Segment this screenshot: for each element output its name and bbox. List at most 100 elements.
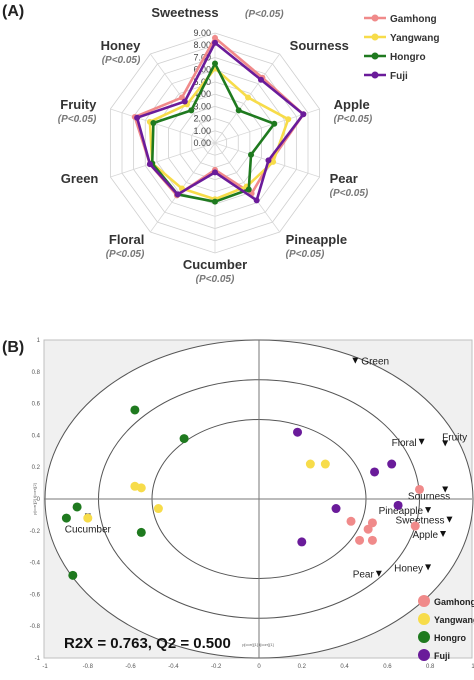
radar-chart: 0.001.002.003.004.005.006.007.008.009.00… <box>58 5 373 285</box>
radar-tick-label: 3.00 <box>193 101 211 111</box>
sample-point-yangwang <box>305 459 315 469</box>
radar-point-yangwang <box>285 116 292 123</box>
x-tick-label: 0.6 <box>383 664 392 670</box>
x-tick-label: 0.2 <box>298 664 307 670</box>
y-tick-label: 0.8 <box>32 370 41 376</box>
x-tick-label: -0.8 <box>83 664 94 670</box>
legend-label-gamhong: Gamhong <box>434 597 474 607</box>
loading-label: Honey <box>394 563 423 574</box>
loading-marker <box>446 516 453 523</box>
loading-marker <box>352 357 359 364</box>
loading-marker <box>440 530 447 537</box>
radar-point-hongro <box>150 119 157 126</box>
radar-axis-label: Pineapple <box>286 232 347 247</box>
radar-axis-label: Fruity <box>60 97 97 112</box>
sample-point-yangwang <box>83 513 93 523</box>
x-tick-label: -0.4 <box>168 664 179 670</box>
legend-marker-hongro <box>418 631 430 643</box>
legend-label-hongro: Hongro <box>390 52 426 63</box>
radar-point-fuji <box>265 157 272 164</box>
sample-point-fuji <box>370 467 380 477</box>
radar-point-fuji <box>212 169 218 176</box>
loading-label: Pineapple <box>379 506 424 517</box>
y-tick-label: 0.4 <box>32 433 41 439</box>
x-tick-label: 0.4 <box>340 664 349 670</box>
legend-marker-fuji <box>371 71 379 79</box>
radar-tick-label: 9.00 <box>193 28 211 38</box>
sample-point-hongro <box>61 513 71 523</box>
radar-point-fuji <box>174 191 181 198</box>
radar-tick-label: 7.00 <box>193 52 211 62</box>
legend-label-fuji: Fuji <box>434 651 450 661</box>
radar-axis-note: (P<0.05) <box>106 249 145 260</box>
radar-point-hongro <box>212 198 218 205</box>
legend-label-hongro: Hongro <box>434 633 466 643</box>
panel-b-label: (B) <box>2 339 24 356</box>
loading-label: Sourness <box>408 491 450 502</box>
radar-tick-label: 2.00 <box>193 114 211 124</box>
legend-marker-hongro <box>371 52 379 60</box>
sample-point-yangwang <box>153 504 163 514</box>
radar-axis-note: (P<0.05) <box>330 188 369 199</box>
legend-label-yangwang: Yangwang <box>390 33 439 44</box>
x-tick-label: -0.6 <box>125 664 136 670</box>
x-tick-label: 0.8 <box>426 664 435 670</box>
radar-axis-label: Pear <box>330 171 358 186</box>
radar-axis-note: (P<0.05) <box>196 274 235 285</box>
radar-axis-label: Sourness <box>290 38 349 53</box>
radar-point-fuji <box>181 98 188 105</box>
y-tick-label: 1 <box>37 338 41 344</box>
radar-point-hongro <box>212 60 218 67</box>
radar-axis-label: Sweetness <box>151 5 218 20</box>
legend-marker-gamhong <box>371 14 379 22</box>
loading-label: Green <box>361 357 389 368</box>
loading-label: Apple <box>412 530 438 541</box>
radar-axis-label: Cucumber <box>183 257 247 272</box>
radar-axis-note: (P<0.05) <box>286 249 325 260</box>
y-tick-label: 0.6 <box>32 402 41 408</box>
sample-point-hongro <box>130 405 140 415</box>
sample-point-fuji <box>297 537 307 547</box>
x-tick-label: 1 <box>471 664 474 670</box>
loading-label: Sweetness <box>396 516 445 527</box>
loading-marker <box>425 564 432 571</box>
model-statistics-annotation: R2X = 0.763, Q2 = 0.500 <box>64 635 231 652</box>
pca-biplot: -1 -0.8 -0.6 -0.4 -0.2 0 0.2 0.4 0.6 0.8 1 1 0.8 0.6 0… <box>30 338 474 670</box>
radar-point-yangwang <box>245 94 252 101</box>
radar-tick-label: 4.00 <box>193 89 211 99</box>
x-tick-label: 0 <box>257 664 261 670</box>
sample-point-gamhong <box>367 535 377 545</box>
sample-point-yangwang <box>320 459 330 469</box>
sample-point-yangwang <box>136 483 146 493</box>
radar-point-fuji <box>134 114 141 121</box>
radar-axis-note: (P<0.05) <box>334 114 373 125</box>
y-tick-label: 0.2 <box>32 465 41 471</box>
legend-marker-yangwang <box>371 33 379 41</box>
y-tick-label: -0.2 <box>30 529 41 535</box>
sample-point-gamhong <box>410 521 420 531</box>
radar-tick-label: 0.00 <box>193 138 211 148</box>
radar-axis-label: Floral <box>109 232 144 247</box>
radar-point-fuji <box>300 111 307 118</box>
loading-marker <box>375 570 382 577</box>
sample-point-hongro <box>136 527 146 537</box>
radar-tick-label: 8.00 <box>193 40 211 50</box>
loading-marker <box>442 486 449 493</box>
radar-tick-label: 1.00 <box>193 126 211 136</box>
sample-point-gamhong <box>355 535 365 545</box>
sample-point-fuji <box>331 504 341 514</box>
loading-marker <box>442 440 449 447</box>
legend-label-gamhong: Gamhong <box>390 14 437 25</box>
loading-label: Fruity <box>442 432 467 443</box>
x-tick-label: -0.2 <box>211 664 222 670</box>
sample-point-hongro <box>72 502 82 512</box>
legend-marker-yangwang <box>418 613 430 625</box>
radar-spoke <box>110 142 216 178</box>
radar-spoke <box>110 108 216 144</box>
radar-axis-label: Honey <box>101 38 142 53</box>
y-tick-label: -0.6 <box>30 592 41 598</box>
sample-point-gamhong <box>346 516 356 526</box>
radar-axis-note: (P<0.05) <box>102 55 141 66</box>
x-axis-label: p[corr][1] t[corr][1] <box>242 642 274 647</box>
